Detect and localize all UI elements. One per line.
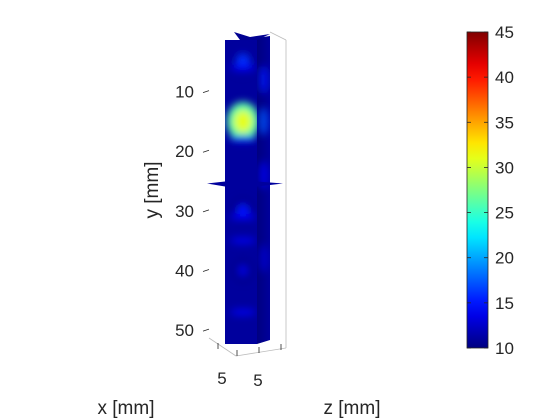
slice-planes	[207, 32, 283, 344]
axes-box	[208, 31, 287, 357]
colorbar-tick-label: 40	[495, 68, 514, 87]
x-slice	[225, 40, 257, 344]
colorbar-tick-label: 45	[495, 23, 514, 42]
xz-ticks	[217, 343, 282, 356]
heat-band	[230, 237, 256, 244]
colorbar-tick-label: 30	[495, 158, 514, 177]
box-edge	[269, 31, 287, 41]
heat-band	[230, 213, 256, 220]
y-tick-label: 40	[175, 261, 194, 280]
y-tick-mark	[202, 90, 210, 93]
y-axis-label: y [mm]	[142, 162, 163, 219]
y-slice	[207, 181, 283, 187]
heat-band	[230, 136, 256, 143]
y-tick-mark	[202, 149, 210, 153]
y-axis: 10 20 30 40 50	[175, 83, 210, 340]
colorbar-tick-label: 15	[495, 294, 514, 313]
box-edge	[235, 347, 287, 357]
x-slice-base	[225, 40, 257, 344]
colorbar-bar	[466, 31, 489, 349]
colorbar-tick-label: 20	[495, 249, 514, 268]
y-tick-label: 20	[175, 142, 194, 161]
x-axis-label: x [mm]	[98, 398, 155, 419]
z-slice	[257, 36, 270, 344]
heat-band	[230, 64, 256, 71]
slice-top-fin	[234, 32, 270, 40]
box-edge	[208, 337, 237, 357]
colorbar-tick-label: 35	[495, 113, 514, 132]
y-tick-mark	[202, 209, 210, 213]
y-tick-mark	[202, 269, 210, 272]
colorbar-ticks: 10 15 20 25 30 35 40 45	[467, 23, 514, 358]
y-tick-mark	[202, 328, 210, 332]
y-tick-label: 10	[175, 83, 194, 102]
colorbar: 10 15 20 25 30 35 40 45	[466, 23, 514, 358]
heat-blob-core	[233, 110, 253, 133]
y-tick-label: 30	[175, 202, 194, 221]
heat-band	[230, 309, 256, 316]
z-axis-label: z [mm]	[324, 398, 381, 419]
colorbar-tick-label: 10	[495, 339, 514, 358]
colorbar-tick-label: 25	[495, 204, 514, 223]
z-tick-label: 5	[253, 371, 262, 390]
x-tick-label: 5	[217, 369, 226, 388]
y-tick-label: 50	[175, 321, 194, 340]
heat-blob-core	[237, 263, 249, 278]
